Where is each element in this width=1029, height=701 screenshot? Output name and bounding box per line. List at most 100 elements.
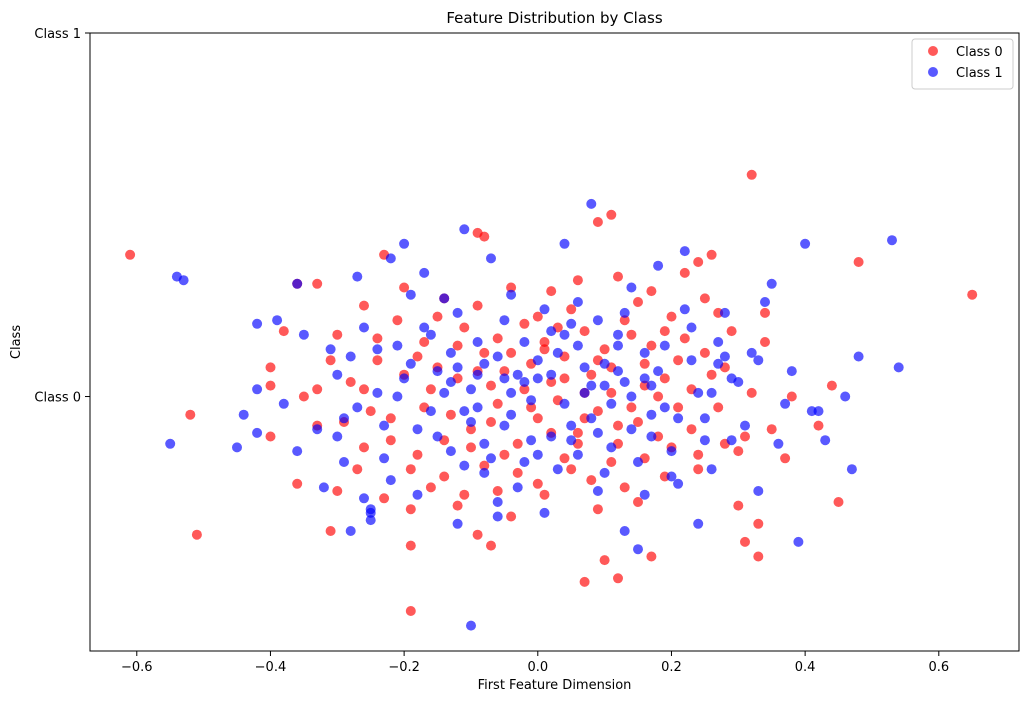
point-class-0 xyxy=(713,402,724,413)
point-class-1 xyxy=(619,307,630,318)
point-class-0 xyxy=(379,493,390,504)
point-class-0 xyxy=(539,344,550,355)
point-class-1 xyxy=(392,340,403,351)
point-class-1 xyxy=(552,464,563,475)
point-class-1 xyxy=(586,380,597,391)
x-tick-label: 0.4 xyxy=(795,660,816,675)
point-class-0 xyxy=(706,249,717,260)
point-class-1 xyxy=(592,315,603,326)
x-tick-label: −0.4 xyxy=(255,660,287,675)
point-class-1 xyxy=(445,446,456,457)
point-class-1 xyxy=(579,387,590,398)
y-axis-ticks: Class 0 Class 1 xyxy=(34,27,90,406)
point-class-1 xyxy=(325,344,336,355)
point-class-1 xyxy=(332,369,343,380)
point-class-0 xyxy=(613,573,623,584)
point-class-1 xyxy=(452,307,463,318)
point-class-1 xyxy=(379,453,390,464)
point-class-0 xyxy=(439,471,450,482)
point-class-0 xyxy=(626,329,637,340)
point-class-1 xyxy=(686,355,697,366)
point-class-1 xyxy=(466,384,476,395)
point-class-0 xyxy=(673,402,684,413)
legend: Class 0 Class 1 xyxy=(911,38,1014,90)
point-class-1 xyxy=(472,402,483,413)
point-class-0 xyxy=(359,384,369,395)
point-class-1 xyxy=(846,464,857,475)
point-class-0 xyxy=(699,293,710,304)
point-class-0 xyxy=(385,413,396,424)
point-class-0 xyxy=(679,267,690,278)
point-class-1 xyxy=(679,246,690,257)
point-class-1 xyxy=(278,398,289,409)
point-class-0 xyxy=(452,500,463,511)
point-class-1 xyxy=(292,446,303,457)
point-class-1 xyxy=(472,369,483,380)
point-class-1 xyxy=(405,289,416,300)
point-class-1 xyxy=(512,482,523,493)
point-class-1 xyxy=(599,358,610,369)
x-tick-label: −0.6 xyxy=(121,660,153,675)
point-class-1 xyxy=(292,278,303,289)
point-class-1 xyxy=(639,489,650,500)
point-class-1 xyxy=(592,427,603,438)
point-class-0 xyxy=(372,355,383,366)
point-class-1 xyxy=(719,307,730,318)
point-class-1 xyxy=(479,467,490,478)
point-class-0 xyxy=(332,486,343,496)
point-class-1 xyxy=(639,347,650,358)
point-class-0 xyxy=(519,384,530,395)
point-class-0 xyxy=(646,286,657,297)
point-class-1 xyxy=(399,238,410,249)
point-class-1 xyxy=(793,536,804,547)
point-class-1 xyxy=(532,355,543,366)
point-class-0 xyxy=(419,337,430,347)
point-class-0 xyxy=(679,333,690,344)
point-class-0 xyxy=(813,420,824,431)
point-class-1 xyxy=(539,507,550,518)
point-class-1 xyxy=(639,373,650,384)
point-class-1 xyxy=(572,449,583,460)
point-class-1 xyxy=(619,526,630,536)
point-class-1 xyxy=(419,322,430,333)
point-class-1 xyxy=(800,238,811,249)
point-class-1 xyxy=(365,515,376,526)
point-class-1 xyxy=(693,518,704,529)
point-class-1 xyxy=(566,420,577,431)
point-class-1 xyxy=(586,198,597,209)
point-class-1 xyxy=(492,497,503,507)
point-class-1 xyxy=(599,380,610,391)
point-class-0 xyxy=(479,460,490,471)
x-axis-label: First Feature Dimension xyxy=(478,678,632,693)
point-class-0 xyxy=(592,217,603,227)
point-class-1 xyxy=(659,402,670,413)
point-class-1 xyxy=(459,406,470,417)
point-class-1 xyxy=(626,424,637,435)
point-class-1 xyxy=(746,347,757,358)
point-class-1 xyxy=(726,373,737,384)
point-class-0 xyxy=(646,551,657,562)
point-class-1 xyxy=(359,493,369,504)
point-class-1 xyxy=(352,271,363,282)
point-class-0 xyxy=(606,457,617,467)
point-class-0 xyxy=(445,409,456,420)
point-class-0 xyxy=(633,297,643,307)
point-class-0 xyxy=(392,315,403,326)
point-class-1 xyxy=(699,413,710,424)
point-class-1 xyxy=(238,409,249,420)
point-class-0 xyxy=(412,351,423,362)
point-class-1 xyxy=(633,544,643,555)
point-class-1 xyxy=(352,402,363,413)
point-class-0 xyxy=(686,424,697,435)
point-class-0 xyxy=(606,387,617,398)
point-class-0 xyxy=(592,504,603,515)
point-class-0 xyxy=(780,453,791,464)
legend-label-class-1: Class 1 xyxy=(956,66,1003,81)
point-class-0 xyxy=(639,358,650,369)
point-class-1 xyxy=(566,435,577,446)
point-class-0 xyxy=(633,497,643,507)
point-class-1 xyxy=(893,362,904,373)
point-class-0 xyxy=(359,300,369,311)
point-class-0 xyxy=(292,478,303,489)
